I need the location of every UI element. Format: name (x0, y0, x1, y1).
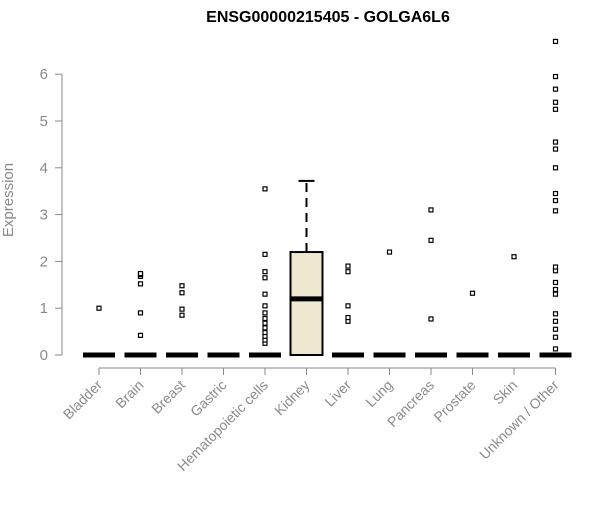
outlier-point (552, 279, 559, 286)
outlier-point (262, 186, 268, 192)
y-axis-label: Expression (0, 163, 17, 237)
box-group (83, 305, 115, 358)
y-tick-label: 1 (40, 300, 48, 317)
outlier-point (428, 316, 434, 322)
box-group (373, 249, 406, 358)
box-group (498, 254, 530, 358)
outlier-point (511, 254, 517, 260)
outlier-point (262, 303, 268, 309)
x-tick-label: Breast (148, 377, 188, 417)
box-iqr (289, 251, 324, 356)
y-tick-label: 4 (40, 160, 48, 177)
outlier-point (179, 306, 185, 312)
y-tick-label: 5 (40, 113, 48, 130)
y-tick-label: 0 (40, 347, 48, 364)
outlier-point (262, 310, 268, 316)
outlier-point (552, 291, 559, 297)
outlier-point (552, 346, 559, 352)
outlier-point (96, 305, 102, 311)
outlier-point (552, 334, 559, 340)
outlier-point (179, 290, 185, 296)
box-group (249, 186, 281, 358)
y-axis: 0 1 2 3 4 5 6 (40, 66, 63, 364)
plot-area (83, 38, 572, 358)
outlier-point (552, 139, 559, 145)
outlier-point (552, 208, 559, 214)
x-tick-label: Skin (490, 377, 521, 408)
outlier-point (428, 207, 434, 213)
outlier-point (552, 311, 559, 317)
y-tick-label: 3 (40, 207, 48, 224)
outlier-point (552, 165, 559, 171)
outlier-point (345, 263, 351, 269)
outlier-point (345, 303, 351, 309)
outlier-point (552, 86, 559, 92)
outlier-point (552, 326, 559, 332)
outlier-point (552, 286, 559, 293)
outlier-point (262, 329, 268, 336)
box-group (166, 283, 198, 358)
outlier-point (262, 291, 268, 297)
box-group (124, 270, 157, 358)
outlier-point (552, 264, 559, 270)
outlier-point (552, 106, 559, 112)
outlier-point (552, 190, 559, 197)
outlier-point (552, 99, 559, 105)
y-tick-label: 6 (40, 66, 48, 83)
x-tick-label: Liver (321, 377, 354, 410)
outlier-point (262, 269, 268, 275)
outlier-point (262, 275, 268, 281)
outlier-point (137, 310, 144, 316)
x-tick-label: Prostate (430, 377, 478, 425)
outlier-point (179, 283, 185, 289)
box-group (539, 38, 572, 358)
outlier-point (345, 269, 351, 275)
outlier-point (262, 315, 268, 322)
outlier-point (552, 73, 559, 80)
outlier-point (386, 249, 393, 255)
outlier-point (137, 332, 144, 338)
outlier-point (179, 312, 185, 318)
outlier-point (428, 237, 434, 243)
outlier-point (469, 290, 476, 296)
outlier-point (552, 197, 559, 204)
x-tick-label: Lung (362, 377, 395, 410)
y-tick-label: 2 (40, 253, 48, 270)
box-group (289, 179, 324, 356)
outlier-point (345, 314, 351, 321)
box-group (415, 207, 447, 358)
outlier-point (552, 318, 559, 324)
box-group (332, 263, 364, 358)
x-tick-label: Brain (112, 377, 146, 411)
outlier-point (262, 325, 268, 331)
box-group (456, 290, 489, 358)
chart-title: ENSG00000215405 - GOLGA6L6 (206, 9, 450, 26)
x-tick-label: Unknown / Other (476, 377, 562, 463)
outlier-point (262, 320, 268, 326)
outlier-point (137, 281, 144, 287)
outlier-point (552, 38, 559, 45)
outlier-point (552, 146, 559, 152)
x-tick-label: Kidney (271, 377, 313, 419)
outlier-point (137, 270, 144, 277)
x-tick-label: Bladder (60, 377, 106, 423)
outlier-point (262, 251, 268, 257)
